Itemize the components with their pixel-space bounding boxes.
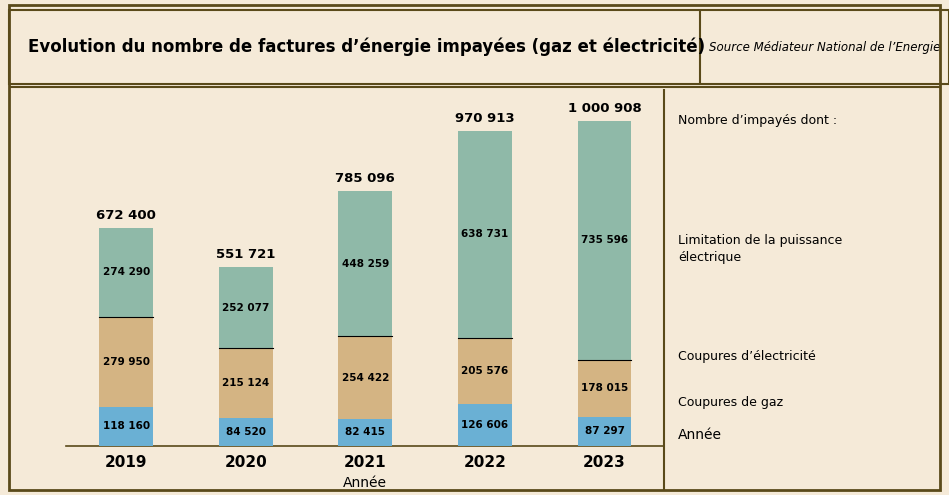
- Text: 252 077: 252 077: [222, 302, 270, 312]
- Bar: [578, 359, 631, 417]
- Text: 118 160: 118 160: [102, 421, 150, 431]
- Text: Source Médiateur National de l’Energie: Source Médiateur National de l’Energie: [710, 41, 940, 53]
- Text: Coupures d’électricité: Coupures d’électricité: [678, 350, 816, 363]
- Text: 84 520: 84 520: [226, 427, 266, 437]
- Bar: [458, 131, 512, 338]
- Bar: [339, 191, 392, 337]
- FancyBboxPatch shape: [9, 10, 949, 84]
- Bar: [458, 404, 512, 446]
- Text: 205 576: 205 576: [461, 366, 509, 376]
- Bar: [339, 419, 392, 446]
- Bar: [339, 337, 392, 419]
- Text: 87 297: 87 297: [585, 426, 624, 437]
- Text: 785 096: 785 096: [336, 172, 395, 185]
- Text: Evolution du nombre de factures d’énergie impayées (gaz et électricité): Evolution du nombre de factures d’énergi…: [28, 38, 705, 56]
- Bar: [100, 316, 153, 407]
- Text: 970 913: 970 913: [456, 112, 514, 125]
- Text: Limitation de la puissance
électrique: Limitation de la puissance électrique: [678, 235, 843, 264]
- Bar: [219, 418, 272, 446]
- Text: Année: Année: [678, 428, 722, 442]
- Text: 126 606: 126 606: [461, 420, 509, 430]
- Text: 82 415: 82 415: [345, 427, 385, 437]
- Text: 735 596: 735 596: [581, 235, 628, 246]
- Text: 215 124: 215 124: [222, 378, 270, 388]
- Text: 178 015: 178 015: [581, 383, 628, 394]
- Bar: [100, 407, 153, 446]
- Text: 1 000 908: 1 000 908: [568, 102, 642, 115]
- Text: 279 950: 279 950: [102, 357, 150, 367]
- Text: 254 422: 254 422: [342, 373, 389, 383]
- Text: Coupures de gaz: Coupures de gaz: [678, 396, 783, 409]
- X-axis label: Année: Année: [344, 476, 387, 490]
- Bar: [219, 267, 272, 348]
- Bar: [219, 348, 272, 418]
- Text: 672 400: 672 400: [96, 209, 157, 222]
- Text: 274 290: 274 290: [102, 267, 150, 277]
- Text: 448 259: 448 259: [342, 259, 389, 269]
- Bar: [100, 228, 153, 316]
- Text: 551 721: 551 721: [216, 248, 275, 261]
- Bar: [578, 121, 631, 359]
- Bar: [578, 417, 631, 446]
- Bar: [458, 338, 512, 404]
- Text: 638 731: 638 731: [461, 229, 509, 240]
- Text: Nombre d’impayés dont :: Nombre d’impayés dont :: [678, 114, 837, 127]
